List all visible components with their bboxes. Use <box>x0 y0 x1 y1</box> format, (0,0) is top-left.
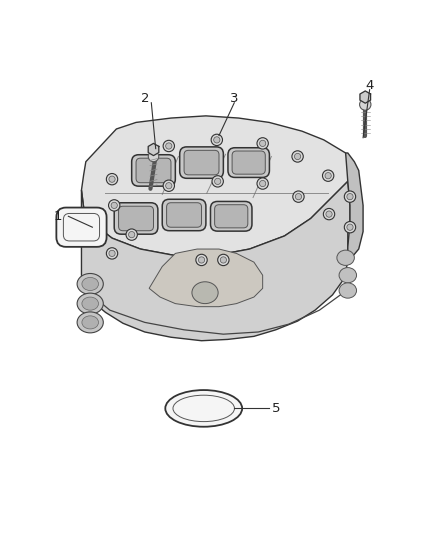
Ellipse shape <box>165 390 242 427</box>
Polygon shape <box>148 143 159 156</box>
Circle shape <box>325 173 331 179</box>
Polygon shape <box>360 91 371 103</box>
Ellipse shape <box>82 316 99 329</box>
Polygon shape <box>81 181 350 341</box>
Circle shape <box>166 143 172 149</box>
Circle shape <box>214 137 220 143</box>
FancyBboxPatch shape <box>184 150 219 175</box>
Circle shape <box>360 99 371 110</box>
FancyBboxPatch shape <box>136 158 171 183</box>
Ellipse shape <box>339 268 357 283</box>
Ellipse shape <box>77 312 103 333</box>
FancyBboxPatch shape <box>180 147 223 179</box>
Circle shape <box>220 257 226 263</box>
Circle shape <box>257 178 268 189</box>
Circle shape <box>344 191 356 203</box>
FancyBboxPatch shape <box>228 148 269 177</box>
Circle shape <box>293 191 304 203</box>
Ellipse shape <box>337 250 354 265</box>
Circle shape <box>347 224 353 230</box>
Circle shape <box>163 140 174 152</box>
Circle shape <box>215 178 221 184</box>
Polygon shape <box>81 116 350 256</box>
Circle shape <box>129 231 135 238</box>
Circle shape <box>166 183 172 189</box>
Ellipse shape <box>339 283 357 298</box>
Circle shape <box>326 211 332 217</box>
Circle shape <box>212 176 223 187</box>
Circle shape <box>106 174 118 185</box>
Circle shape <box>109 251 115 256</box>
FancyBboxPatch shape <box>232 151 265 174</box>
Circle shape <box>218 254 229 265</box>
Text: 3: 3 <box>230 92 239 105</box>
Text: 5: 5 <box>272 402 280 415</box>
Ellipse shape <box>82 297 99 310</box>
Circle shape <box>347 193 353 200</box>
Ellipse shape <box>77 273 103 294</box>
Circle shape <box>163 180 174 191</box>
Circle shape <box>260 140 266 147</box>
Text: 4: 4 <box>365 79 374 92</box>
Ellipse shape <box>77 293 103 314</box>
Circle shape <box>148 151 159 161</box>
Circle shape <box>260 181 266 187</box>
FancyBboxPatch shape <box>57 207 106 247</box>
Circle shape <box>106 248 118 259</box>
Circle shape <box>109 176 115 182</box>
FancyBboxPatch shape <box>162 199 206 231</box>
Text: 1: 1 <box>53 210 62 223</box>
FancyBboxPatch shape <box>166 203 201 227</box>
Circle shape <box>323 208 335 220</box>
Ellipse shape <box>192 282 218 304</box>
FancyBboxPatch shape <box>132 155 175 186</box>
Circle shape <box>126 229 138 240</box>
FancyBboxPatch shape <box>211 201 252 231</box>
Polygon shape <box>149 249 263 306</box>
Circle shape <box>322 170 334 181</box>
Circle shape <box>257 138 268 149</box>
FancyBboxPatch shape <box>119 206 153 231</box>
FancyBboxPatch shape <box>215 205 248 228</box>
Polygon shape <box>346 153 363 262</box>
Circle shape <box>196 254 207 265</box>
Circle shape <box>295 193 302 200</box>
Circle shape <box>111 202 117 208</box>
Circle shape <box>292 151 303 162</box>
Ellipse shape <box>82 277 99 290</box>
Circle shape <box>211 134 223 146</box>
Circle shape <box>344 222 356 233</box>
Circle shape <box>198 257 205 263</box>
FancyBboxPatch shape <box>114 203 158 234</box>
Text: 2: 2 <box>141 92 149 105</box>
Circle shape <box>109 200 120 211</box>
Circle shape <box>294 154 301 159</box>
